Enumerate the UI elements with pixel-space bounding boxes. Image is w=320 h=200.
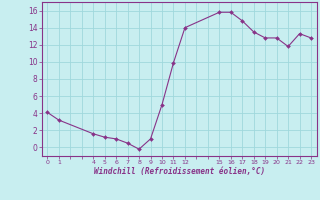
X-axis label: Windchill (Refroidissement éolien,°C): Windchill (Refroidissement éolien,°C) bbox=[94, 167, 265, 176]
